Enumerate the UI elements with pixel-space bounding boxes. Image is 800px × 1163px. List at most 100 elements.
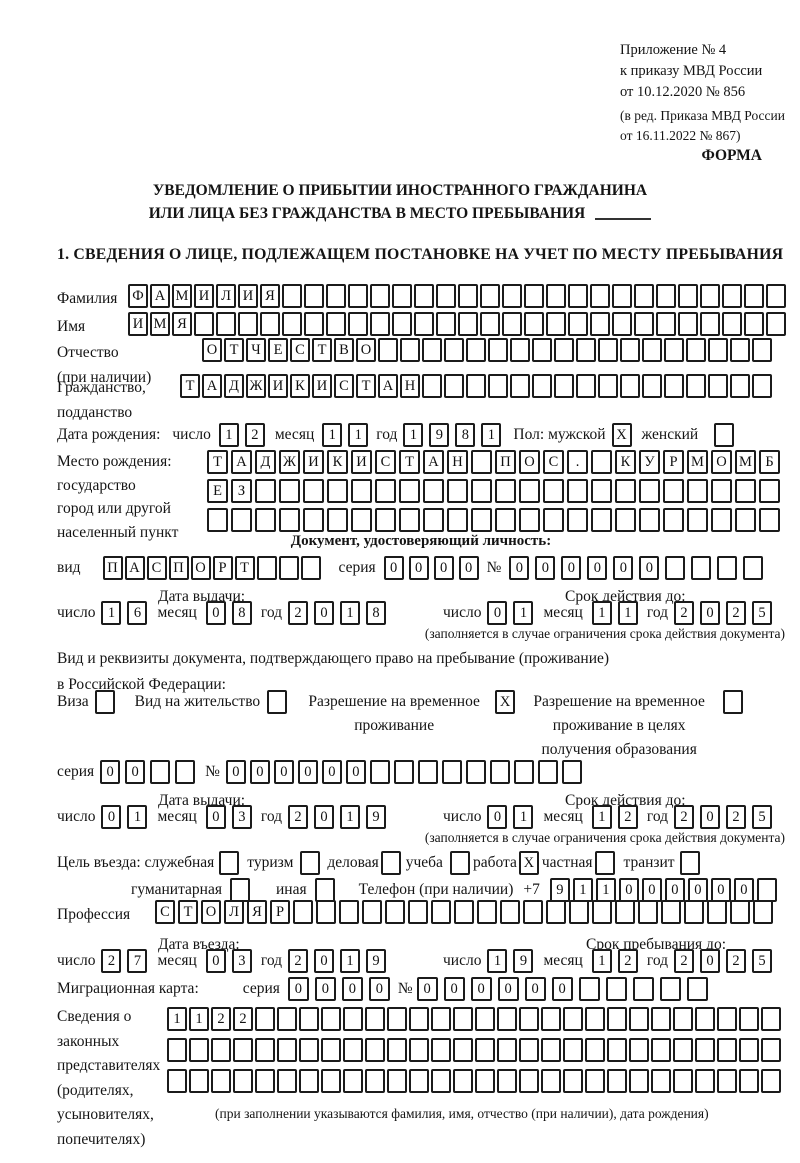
char-cell[interactable]: [607, 1069, 627, 1093]
char-cell[interactable]: 8: [231, 601, 252, 625]
char-cell[interactable]: Н: [447, 450, 468, 474]
char-cell[interactable]: [761, 1007, 781, 1031]
char-cell[interactable]: [735, 479, 756, 503]
char-cell[interactable]: [343, 1038, 363, 1062]
char-cell[interactable]: [465, 760, 486, 784]
char-cell[interactable]: [678, 312, 698, 336]
char-cell[interactable]: [453, 1069, 473, 1093]
char-cell[interactable]: [211, 1038, 231, 1062]
char-cell[interactable]: И: [194, 284, 214, 308]
char-cell[interactable]: [255, 1069, 275, 1093]
char-cell[interactable]: [431, 1069, 451, 1093]
legal-representatives-row3-field[interactable]: [167, 1069, 781, 1093]
char-cell[interactable]: [632, 977, 654, 1001]
char-cell[interactable]: [299, 1007, 319, 1031]
char-cell[interactable]: [615, 508, 636, 532]
char-cell[interactable]: 1: [591, 601, 612, 625]
char-cell[interactable]: У: [639, 450, 660, 474]
char-cell[interactable]: [293, 900, 313, 924]
char-cell[interactable]: 3: [231, 805, 252, 829]
char-cell[interactable]: [684, 900, 704, 924]
char-cell[interactable]: М: [150, 312, 170, 336]
char-cell[interactable]: [279, 508, 300, 532]
char-cell[interactable]: 3: [231, 949, 252, 973]
char-cell[interactable]: [541, 1007, 561, 1031]
char-cell[interactable]: 0: [101, 805, 122, 829]
char-cell[interactable]: [739, 1038, 759, 1062]
char-cell[interactable]: [343, 1069, 363, 1093]
char-cell[interactable]: П: [495, 450, 516, 474]
char-cell[interactable]: [759, 508, 780, 532]
char-cell[interactable]: О: [711, 450, 732, 474]
char-cell[interactable]: [739, 1007, 759, 1031]
char-cell[interactable]: [299, 1069, 319, 1093]
char-cell[interactable]: [717, 556, 738, 580]
char-cell[interactable]: [656, 312, 676, 336]
char-cell[interactable]: [175, 760, 196, 784]
char-cell[interactable]: [387, 1069, 407, 1093]
char-cell[interactable]: [567, 508, 588, 532]
char-cell[interactable]: [691, 556, 712, 580]
char-cell[interactable]: [744, 284, 764, 308]
char-cell[interactable]: [598, 374, 618, 398]
char-cell[interactable]: [634, 312, 654, 336]
char-cell[interactable]: [255, 1007, 275, 1031]
char-cell[interactable]: С: [290, 338, 310, 362]
purpose-business-checkbox[interactable]: [380, 851, 401, 875]
char-cell[interactable]: 1: [513, 805, 534, 829]
char-cell[interactable]: [510, 338, 530, 362]
char-cell[interactable]: [592, 900, 612, 924]
char-cell[interactable]: [739, 1069, 759, 1093]
char-cell[interactable]: [663, 479, 684, 503]
temp-residence-education-checkbox[interactable]: [723, 690, 744, 714]
char-cell[interactable]: Я: [247, 900, 267, 924]
char-cell[interactable]: 1: [322, 423, 343, 447]
char-cell[interactable]: [591, 450, 612, 474]
char-cell[interactable]: [399, 479, 420, 503]
char-cell[interactable]: [392, 284, 412, 308]
char-cell[interactable]: А: [231, 450, 252, 474]
char-cell[interactable]: 2: [674, 601, 695, 625]
char-cell[interactable]: 5: [752, 601, 773, 625]
char-cell[interactable]: [351, 508, 372, 532]
char-cell[interactable]: [400, 338, 420, 362]
char-cell[interactable]: [497, 1007, 517, 1031]
checkbox-cell[interactable]: [380, 851, 401, 875]
purpose-work-checkbox[interactable]: X: [518, 851, 539, 875]
char-cell[interactable]: С: [334, 374, 354, 398]
char-cell[interactable]: [387, 1007, 407, 1031]
purpose-transit-checkbox[interactable]: [679, 851, 700, 875]
char-cell[interactable]: [408, 900, 428, 924]
char-cell[interactable]: 0: [314, 805, 335, 829]
char-cell[interactable]: С: [146, 556, 167, 580]
char-cell[interactable]: [150, 760, 171, 784]
char-cell[interactable]: Т: [178, 900, 198, 924]
checkbox-cell[interactable]: [300, 851, 321, 875]
char-cell[interactable]: [489, 760, 510, 784]
char-cell[interactable]: [477, 900, 497, 924]
char-cell[interactable]: [700, 284, 720, 308]
char-cell[interactable]: [585, 1038, 605, 1062]
char-cell[interactable]: [686, 374, 706, 398]
char-cell[interactable]: [466, 374, 486, 398]
char-cell[interactable]: С: [543, 450, 564, 474]
char-cell[interactable]: 9: [513, 949, 534, 973]
char-cell[interactable]: 2: [726, 949, 747, 973]
char-cell[interactable]: [639, 479, 660, 503]
char-cell[interactable]: 0: [509, 556, 530, 580]
char-cell[interactable]: [321, 1069, 341, 1093]
char-cell[interactable]: [471, 479, 492, 503]
char-cell[interactable]: [687, 479, 708, 503]
checkbox-cell[interactable]: [723, 690, 744, 714]
checkbox-cell[interactable]: [94, 690, 115, 714]
char-cell[interactable]: [436, 312, 456, 336]
char-cell[interactable]: И: [238, 284, 258, 308]
